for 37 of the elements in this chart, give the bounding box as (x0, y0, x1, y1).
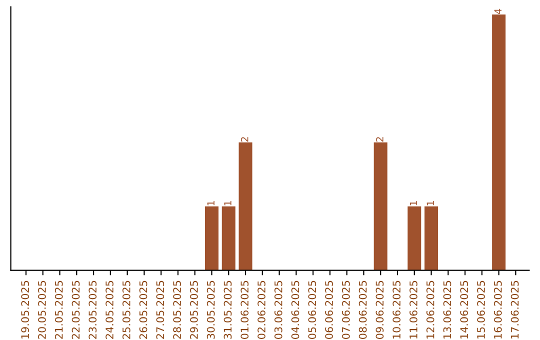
x-tick-label: 14.06.2025 (460, 280, 468, 339)
data-label: 4 (494, 8, 502, 14)
x-tick-label: 30.05.2025 (206, 280, 215, 339)
x-tick-label: 03.06.2025 (274, 280, 282, 339)
x-tick-label: 28.05.2025 (173, 280, 181, 339)
x-tick-label: 04.06.2025 (291, 280, 300, 339)
x-tick-label: 06.06.2025 (325, 280, 333, 339)
x-tick-label: 07.06.2025 (342, 280, 350, 339)
x-tick-label: 09.06.2025 (376, 280, 384, 339)
x-tick-label: 15.06.2025 (477, 280, 485, 339)
x-tick-label: 02.06.2025 (258, 280, 266, 339)
x-tick-label: 21.05.2025 (54, 280, 63, 339)
x-tick-label: 12.06.2025 (426, 280, 434, 339)
x-tick-label: 05.06.2025 (308, 280, 316, 339)
x-tick-label: 13.06.2025 (443, 280, 452, 339)
data-label: 1 (410, 201, 418, 206)
data-label: 2 (240, 137, 248, 142)
x-tick-label: 29.05.2025 (190, 280, 198, 339)
x-tick-label: 08.06.2025 (358, 280, 367, 339)
x-tick-label: 11.06.2025 (410, 280, 418, 339)
x-tick-label: 25.05.2025 (122, 280, 130, 339)
x-tick-label: 16.06.2025 (494, 280, 502, 339)
x-tick-label: 23.05.2025 (88, 280, 97, 339)
x-tick-label: 24.05.2025 (106, 280, 114, 339)
data-label: 1 (207, 201, 214, 206)
x-tick-label: 17.06.2025 (510, 280, 519, 339)
data-label: 2 (376, 137, 384, 142)
x-tick-label: 26.05.2025 (139, 280, 148, 339)
x-tick-label: 01.06.2025 (240, 280, 249, 339)
x-tick-label: 19.05.2025 (21, 280, 30, 339)
data-label: 1 (224, 201, 232, 206)
x-tick-label: 27.05.2025 (156, 280, 164, 339)
x-tick-label: 22.05.2025 (72, 280, 80, 339)
x-tick-label: 10.06.2025 (392, 280, 401, 339)
x-tick-label: 20.05.2025 (38, 280, 46, 339)
data-label: 1 (426, 201, 434, 206)
x-tick-label: 31.05.2025 (224, 280, 232, 339)
